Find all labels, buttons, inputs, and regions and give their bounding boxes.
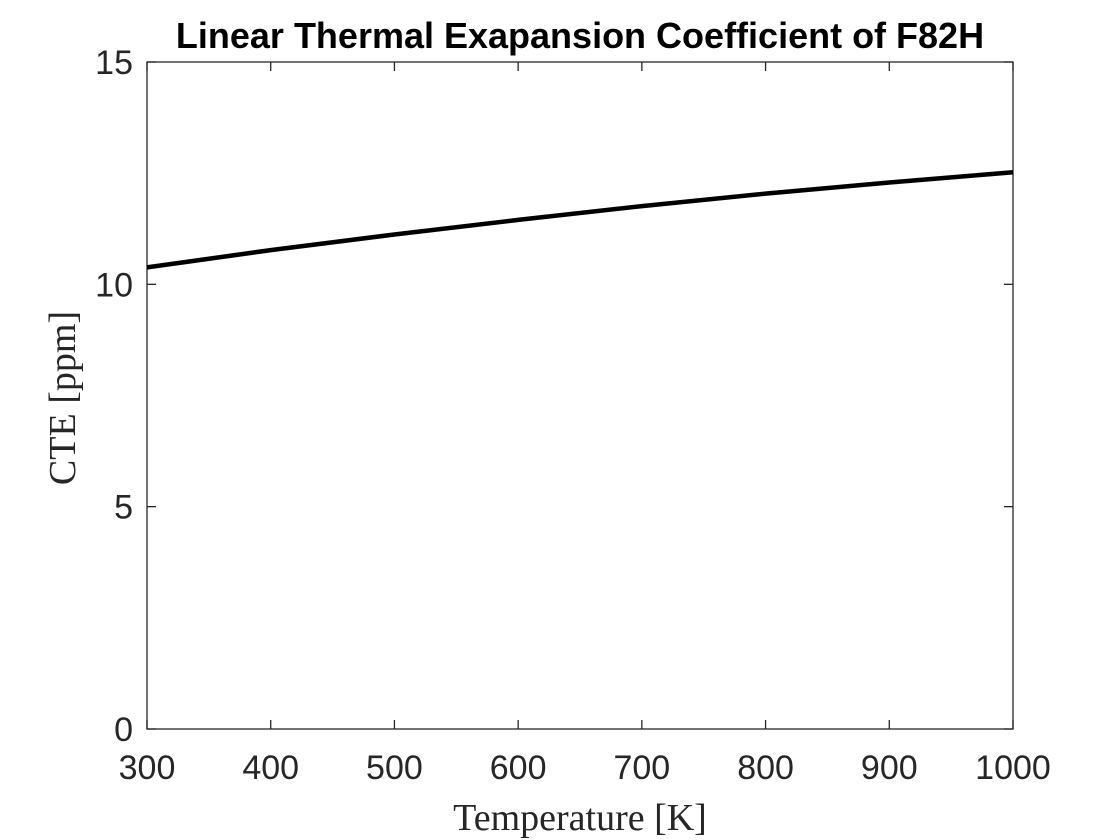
series-line: [146, 170, 1014, 270]
x-tick-label: 800: [737, 749, 794, 787]
x-tick-label: 500: [366, 749, 423, 787]
axis-ticks: [146, 61, 1014, 730]
y-axis-label: CTE [ppm]: [42, 311, 84, 485]
x-tick-label: 900: [861, 749, 918, 787]
y-tick-label: 15: [95, 44, 133, 82]
chart-title: Linear Thermal Exapansion Coefficient of…: [176, 15, 984, 56]
tick-labels: 300 400 500 600 700 800 900 1000 0 5 10 15: [95, 44, 1051, 787]
x-tick-label: 400: [242, 749, 299, 787]
x-axis-label: Temperature [K]: [453, 797, 707, 839]
x-tick-label: 300: [119, 749, 176, 787]
y-tick-label: 10: [95, 266, 133, 304]
y-tick-label: 0: [114, 711, 133, 749]
series-layer: [146, 170, 1014, 270]
plot-area: [146, 61, 1014, 730]
x-tick-label: 700: [613, 749, 670, 787]
x-tick-label: 600: [490, 749, 547, 787]
y-tick-label: 5: [114, 489, 133, 527]
x-tick-label: 1000: [975, 749, 1051, 787]
